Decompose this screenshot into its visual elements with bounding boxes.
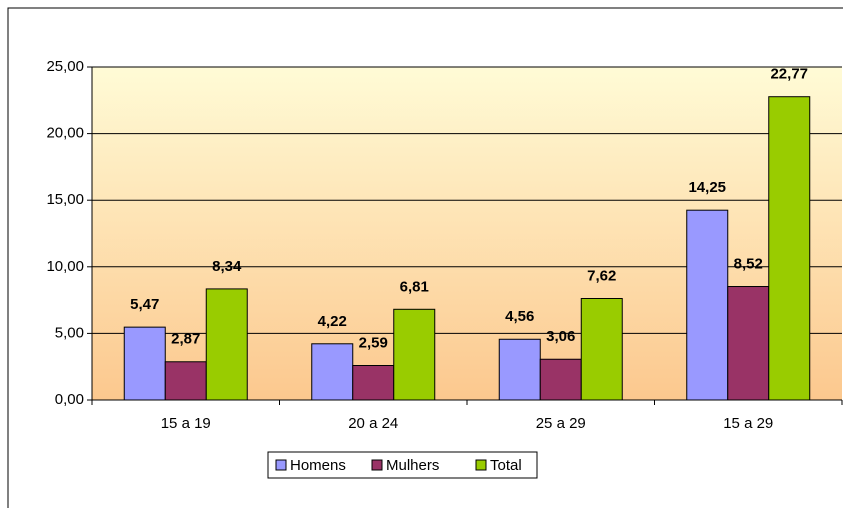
value-label: 14,25 xyxy=(688,179,726,196)
value-label: 4,56 xyxy=(505,308,534,325)
legend-swatch xyxy=(275,459,287,471)
bar xyxy=(539,358,582,401)
chart-border xyxy=(7,7,843,508)
y-tick-label: 0,00 xyxy=(55,391,84,408)
bar xyxy=(768,96,811,401)
bar xyxy=(686,209,729,401)
legend-swatch xyxy=(371,459,383,471)
bar xyxy=(311,343,354,401)
bar xyxy=(123,326,166,401)
value-label: 7,62 xyxy=(587,267,616,284)
x-tick-label: 20 a 24 xyxy=(348,415,398,432)
x-tick-label: 15 a 19 xyxy=(161,415,211,432)
bar xyxy=(580,298,623,401)
bar xyxy=(164,361,207,401)
value-label: 4,22 xyxy=(318,313,347,330)
legend-label: Homens xyxy=(290,457,346,474)
x-tick-label: 15 a 29 xyxy=(723,415,773,432)
bar xyxy=(393,308,436,401)
legend-label: Total xyxy=(490,457,522,474)
value-label: 5,47 xyxy=(130,296,159,313)
x-tick-label: 25 a 29 xyxy=(536,415,586,432)
legend-swatch xyxy=(475,459,487,471)
value-label: 22,77 xyxy=(770,66,808,83)
bar xyxy=(727,286,770,401)
bar xyxy=(498,338,541,401)
legend-label: Mulhers xyxy=(386,457,439,474)
y-tick-label: 15,00 xyxy=(46,191,84,208)
y-tick-label: 25,00 xyxy=(46,58,84,75)
y-tick-label: 10,00 xyxy=(46,258,84,275)
value-label: 3,06 xyxy=(546,328,575,345)
bar xyxy=(352,365,395,401)
value-label: 8,34 xyxy=(212,258,242,275)
value-label: 2,87 xyxy=(171,331,200,348)
value-label: 6,81 xyxy=(400,278,429,295)
bar xyxy=(205,288,248,401)
value-label: 2,59 xyxy=(359,334,388,351)
value-label: 8,52 xyxy=(734,255,763,272)
y-tick-label: 5,00 xyxy=(55,324,84,341)
y-tick-label: 20,00 xyxy=(46,125,84,142)
legend-box xyxy=(267,451,538,479)
